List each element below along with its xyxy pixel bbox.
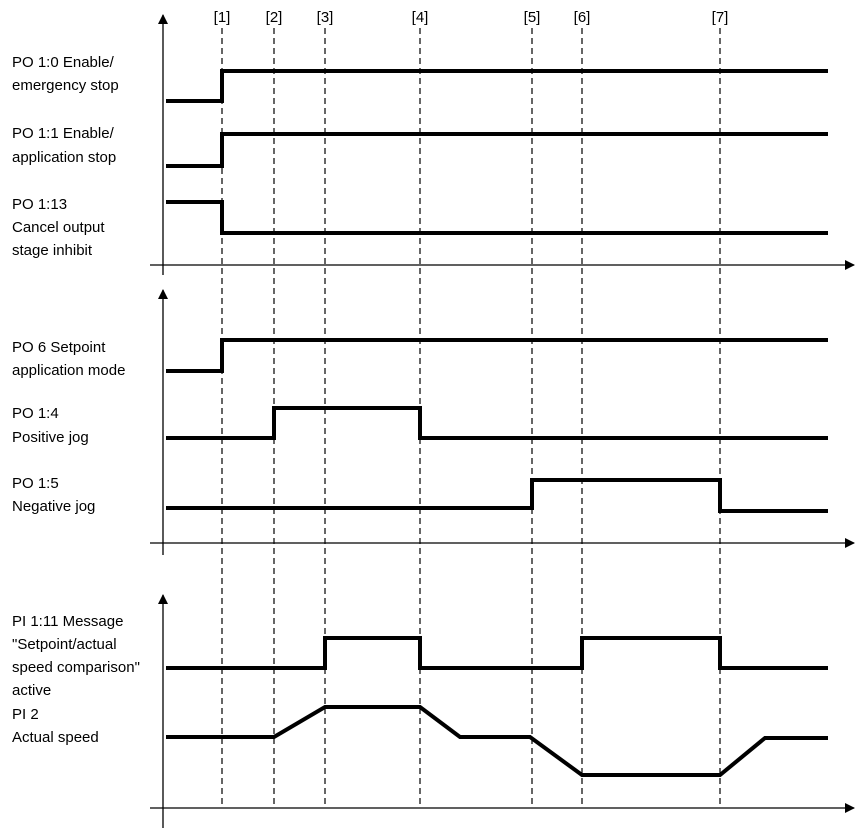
- waveform: [166, 406, 828, 440]
- signal-label: stage inhibit: [12, 242, 93, 259]
- marker-label: [7]: [712, 9, 729, 26]
- signal-label: PO 1:5: [12, 475, 59, 492]
- signal-label: Positive jog: [12, 429, 89, 446]
- marker-label: [4]: [412, 9, 429, 26]
- signal-label: PO 1:0 Enable/: [12, 54, 115, 71]
- axes: [150, 14, 855, 828]
- signal-label: Actual speed: [12, 729, 99, 746]
- signal-label: application stop: [12, 149, 116, 166]
- waveform: [166, 705, 828, 777]
- marker-label: [1]: [214, 9, 231, 26]
- marker-label: [5]: [524, 9, 541, 26]
- marker-label: [3]: [317, 9, 334, 26]
- waveform: [166, 338, 828, 373]
- waveform: [166, 200, 828, 235]
- waveform: [166, 132, 828, 168]
- signal-label: active: [12, 682, 51, 699]
- waveform: [166, 636, 828, 670]
- signal-label: "Setpoint/actual: [12, 636, 117, 653]
- signal-label: application mode: [12, 362, 125, 379]
- marker-label: [2]: [266, 9, 283, 26]
- signal-label: PI 1:11 Message: [12, 613, 123, 630]
- signal-label: speed comparison": [12, 659, 140, 676]
- signal-label: PO 1:1 Enable/: [12, 125, 115, 142]
- signal-label: Cancel output: [12, 219, 105, 236]
- signal-label: PO 6 Setpoint: [12, 339, 106, 356]
- waveform: [166, 69, 828, 103]
- waveforms: [166, 69, 828, 777]
- labels: [1] [2] [3] [4] [5] [6] [7] PO 1:0 Enable/emerg…: [12, 9, 728, 808]
- waveform: [166, 478, 828, 513]
- signal-label: PO 1:13: [12, 196, 67, 213]
- signal-label: PI 2: [12, 706, 39, 723]
- marker-label: [6]: [574, 9, 591, 26]
- signal-label: Negative jog: [12, 498, 95, 515]
- signal-label: PO 1:4: [12, 405, 59, 422]
- signal-label: emergency stop: [12, 77, 119, 94]
